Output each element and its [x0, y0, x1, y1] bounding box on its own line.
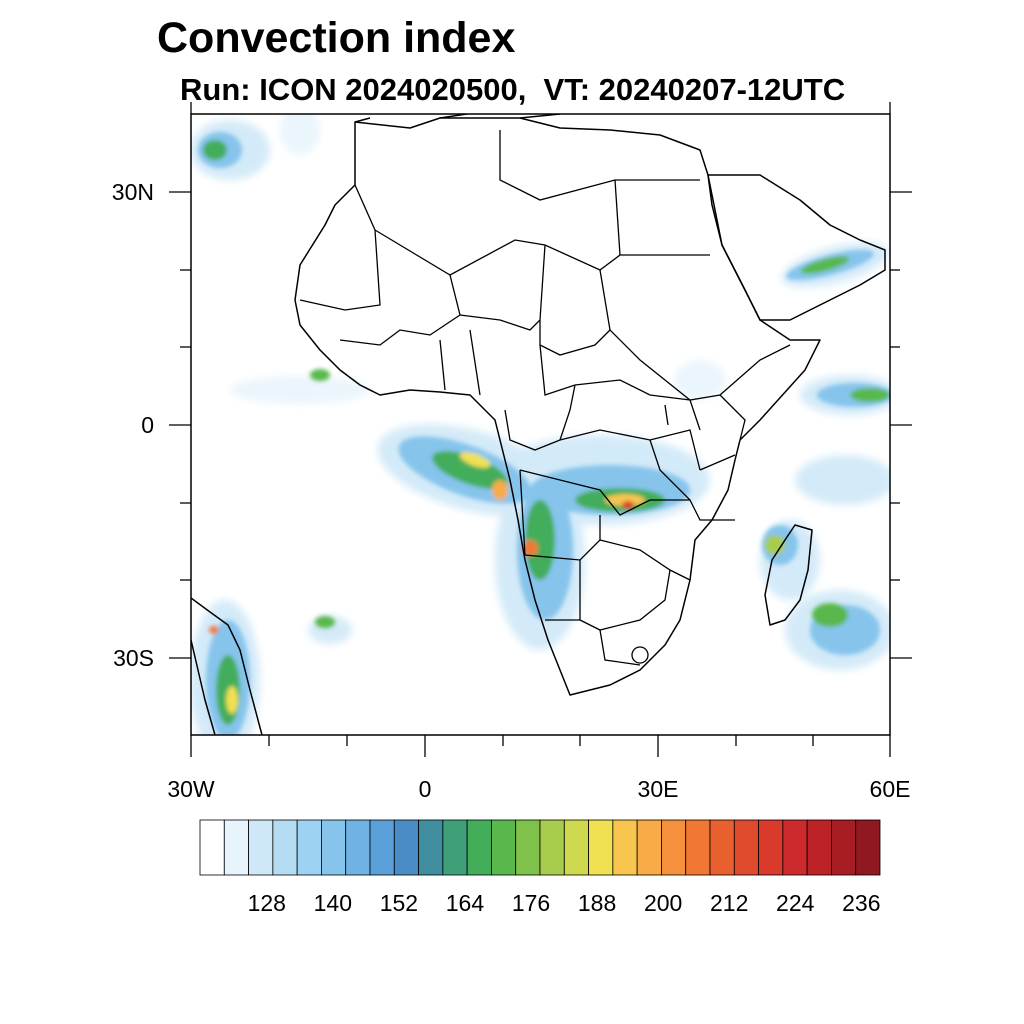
- page-subtitle: Run: ICON 2024020500, VT: 20240207-12UTC: [180, 72, 846, 107]
- colorbar-label: 224: [776, 890, 815, 916]
- colorbar-box: [563, 819, 589, 876]
- lat-tick-label: 30N: [112, 179, 154, 205]
- colorbar-label: 236: [842, 890, 880, 916]
- lon-tick-labels: 30W 0 30E 60E: [167, 776, 910, 802]
- colorbar-box: [442, 819, 468, 876]
- colorbar-label: 128: [248, 890, 286, 916]
- colorbar-box: [369, 819, 395, 876]
- colorbar-box: [636, 819, 662, 876]
- colorbar-box: [588, 819, 614, 876]
- colorbar-box: [345, 819, 371, 876]
- convection-field: [191, 114, 890, 735]
- colorbar-box: [515, 819, 541, 876]
- colorbar-label: 140: [314, 890, 352, 916]
- madagascar-coastline: [764, 524, 813, 626]
- lat-tick-labels: 30N 0 30S: [112, 179, 154, 671]
- colorbar-box: [733, 819, 759, 876]
- colorbar-label: 188: [578, 890, 616, 916]
- page-title: Convection index: [157, 14, 516, 62]
- lat-tick-label: 30S: [113, 645, 154, 671]
- colorbar-box: [296, 819, 322, 876]
- colorbar-box: [248, 819, 274, 876]
- colorbar-label: 164: [446, 890, 485, 916]
- colorbar-label: 200: [644, 890, 682, 916]
- colorbar-labels: 128 140 152 164 176 188 200 212 224 236: [248, 890, 881, 916]
- lon-tick-label: 0: [419, 776, 432, 802]
- colorbar-box: [661, 819, 687, 876]
- colorbar-box: [321, 819, 347, 876]
- colorbar: [199, 819, 881, 876]
- colorbar-box: [272, 819, 298, 876]
- colorbar-box: [199, 819, 225, 876]
- coastlines: [191, 114, 886, 735]
- colorbar-box: [539, 819, 565, 876]
- lon-tick-label: 30W: [167, 776, 215, 802]
- colorbar-box: [782, 819, 808, 876]
- colorbar-box: [418, 819, 444, 876]
- lat-tick-label: 0: [141, 412, 154, 438]
- colorbar-label: 152: [380, 890, 418, 916]
- south-america-coastline: [191, 597, 263, 735]
- lon-tick-label: 30E: [638, 776, 679, 802]
- colorbar-label: 176: [512, 890, 550, 916]
- colorbar-box: [709, 819, 735, 876]
- colorbar-box: [855, 819, 881, 876]
- colorbar-box: [223, 819, 249, 876]
- colorbar-box: [806, 819, 832, 876]
- colorbar-box: [685, 819, 711, 876]
- tick-marks: [169, 102, 912, 757]
- arabia-coastline: [707, 174, 886, 321]
- colorbar-box: [393, 819, 419, 876]
- colorbar-label: 212: [710, 890, 748, 916]
- colorbar-box: [612, 819, 638, 876]
- country-borders: [299, 130, 791, 666]
- colorbar-box: [491, 819, 517, 876]
- colorbar-box: [758, 819, 784, 876]
- colorbar-box: [831, 819, 857, 876]
- lon-tick-label: 60E: [870, 776, 911, 802]
- colorbar-box: [466, 819, 492, 876]
